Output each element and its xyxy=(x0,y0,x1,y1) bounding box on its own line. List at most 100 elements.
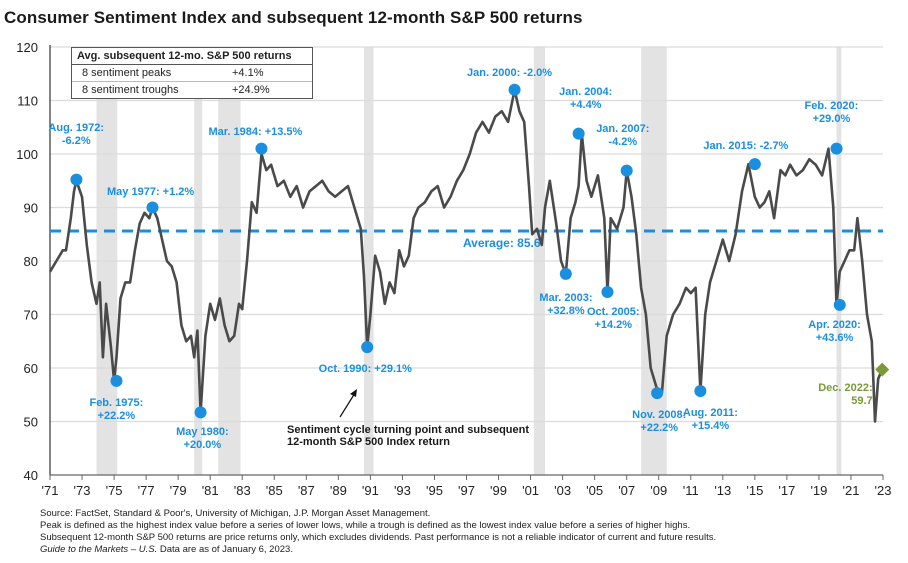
x-tick-label: '91 xyxy=(362,483,379,498)
x-tick-label: '85 xyxy=(266,483,283,498)
annotation-return: 59.7 xyxy=(851,394,873,407)
annotation-date: May 1977: +1.2% xyxy=(107,185,195,198)
current-value-marker xyxy=(875,362,890,377)
annotation-label: Feb. 2020: +29.0% xyxy=(805,100,859,126)
annotation-date: Mar. 2003: xyxy=(539,291,593,304)
y-tick-label: 110 xyxy=(17,94,38,109)
x-tick-label: '95 xyxy=(426,483,443,498)
annotation-date: Aug. 1972: xyxy=(48,121,105,134)
x-tick-label: '17 xyxy=(778,483,795,498)
annotation-date: Feb. 2020: xyxy=(804,99,859,112)
annotation-label: Mar. 2003: +32.8% xyxy=(539,292,592,318)
annotation-label: May 1977: +1.2% xyxy=(107,186,194,199)
x-tick-label: '11 xyxy=(683,483,699,498)
annotation-label: Feb. 1975: +22.2% xyxy=(89,397,143,423)
annotation-return: -4.2% xyxy=(608,135,638,148)
footnote-asof: Data are as of January 6, 2023. xyxy=(157,544,293,555)
annotation-label: Aug. 2011: +15.4% xyxy=(683,407,738,433)
annotation-return: +32.8% xyxy=(547,304,585,317)
summary-row-label: 8 sentiment peaks xyxy=(82,67,172,79)
x-tick-label: '13 xyxy=(714,483,731,498)
trough-marker xyxy=(601,286,614,299)
annotation-date: Dec. 2022: xyxy=(818,381,873,394)
annotation-label: May 1980: +20.0% xyxy=(176,426,229,452)
y-tick-label: 60 xyxy=(24,361,38,376)
summary-row-troughs: 8 sentiment troughs +24.9% xyxy=(72,82,312,98)
footnote-source: Source: FactSet, Standard & Poor's, Univ… xyxy=(40,508,431,519)
annotation-label: Jan. 2007: -4.2% xyxy=(596,123,649,149)
annotation-label: Jan. 2015: -2.7% xyxy=(703,140,788,153)
x-tick-label: '79 xyxy=(170,483,187,498)
chart-title: Consumer Sentiment Index and subsequent … xyxy=(4,8,583,27)
x-tick-label: '23 xyxy=(875,483,892,498)
note-arrow xyxy=(339,392,356,418)
sentiment-line xyxy=(48,88,884,423)
annotation-return: +20.0% xyxy=(183,439,222,452)
y-tick-label: 120 xyxy=(16,40,38,55)
trough-marker xyxy=(559,267,572,280)
x-tick-label: '09 xyxy=(650,483,667,498)
annotation-return: +4.4% xyxy=(569,98,602,111)
peak-marker xyxy=(508,83,521,96)
y-tick-label: 40 xyxy=(24,468,38,483)
footnote-guide-title: Guide to the Markets – U.S. xyxy=(40,544,158,555)
x-tick-label: '15 xyxy=(746,483,763,498)
annotation-label: Nov. 2008: +22.2% xyxy=(632,409,686,435)
x-tick-label: '21 xyxy=(842,483,859,498)
peak-marker xyxy=(70,173,83,186)
x-tick-label: '97 xyxy=(458,483,475,498)
x-tick-label: '83 xyxy=(234,483,251,498)
annotation-return: +22.2% xyxy=(640,422,679,435)
y-tick-label: 80 xyxy=(24,254,38,269)
summary-row-value: +4.1% xyxy=(232,67,264,79)
summary-row-value: +24.9% xyxy=(232,84,270,96)
annotation-return: +22.2% xyxy=(97,409,136,422)
y-tick-label: 90 xyxy=(24,201,38,216)
annotation-label: Jan. 2004: +4.4% xyxy=(559,86,612,112)
note-arrowhead xyxy=(350,389,357,397)
annotation-label: Dec. 2022: 59.7 xyxy=(818,382,872,408)
footnote-guide: Guide to the Markets – U.S. Data are as … xyxy=(40,544,716,556)
x-tick-label: '77 xyxy=(138,483,155,498)
footnote-definition: Peak is defined as the highest index val… xyxy=(40,520,691,531)
annotation-return: +15.4% xyxy=(691,420,730,432)
trough-marker xyxy=(110,374,123,387)
peak-marker xyxy=(572,127,585,140)
annotation-label: Jan. 2000: -2.0% xyxy=(467,67,552,80)
peak-marker xyxy=(830,142,843,155)
x-tick-label: '03 xyxy=(554,483,571,498)
annotation-label: Oct. 2005: +14.2% xyxy=(587,306,640,332)
annotation-date: Apr. 2020: xyxy=(808,318,861,331)
returns-summary-table: Avg. subsequent 12-mo. S&P 500 returns 8… xyxy=(71,47,313,99)
annotation-return: +29.0% xyxy=(812,112,851,125)
annotation-label: Aug. 1972: -6.2% xyxy=(48,122,104,148)
peak-marker xyxy=(146,201,159,214)
annotation-date: Nov. 2008: xyxy=(632,409,687,422)
x-tick-label: '81 xyxy=(202,483,219,498)
annotation-date: Jan. 2004: xyxy=(559,85,613,98)
annotation-date: Jan. 2015: -2.7% xyxy=(703,140,789,153)
explanatory-note: Sentiment cycle turning point and subseq… xyxy=(287,424,529,448)
annotation-date: Jan. 2000: -2.0% xyxy=(467,66,553,79)
x-tick-label: '73 xyxy=(74,483,91,498)
annotation-date: Jan. 2007: xyxy=(596,122,650,135)
note-line-1: Sentiment cycle turning point and subseq… xyxy=(287,424,530,436)
y-tick-label: 100 xyxy=(16,147,38,162)
x-tick-label: '19 xyxy=(810,483,827,498)
trough-marker xyxy=(651,387,664,400)
x-tick-label: '75 xyxy=(106,483,123,498)
x-tick-label: '89 xyxy=(330,483,347,498)
peak-marker xyxy=(255,142,268,155)
x-tick-label: '01 xyxy=(522,483,539,498)
x-tick-label: '87 xyxy=(298,483,315,498)
summary-table-header: Avg. subsequent 12-mo. S&P 500 returns xyxy=(72,48,312,65)
annotation-label: Mar. 1984: +13.5% xyxy=(208,126,302,139)
y-tick-label: 50 xyxy=(24,415,38,430)
annotation-date: Oct. 1990: +29.1% xyxy=(318,363,412,376)
trough-marker xyxy=(833,298,846,311)
note-line-2: 12-month S&P 500 Index return xyxy=(287,436,451,448)
x-tick-label: '07 xyxy=(618,483,635,498)
annotation-return: +43.6% xyxy=(815,331,854,344)
y-tick-label: 70 xyxy=(24,308,38,323)
